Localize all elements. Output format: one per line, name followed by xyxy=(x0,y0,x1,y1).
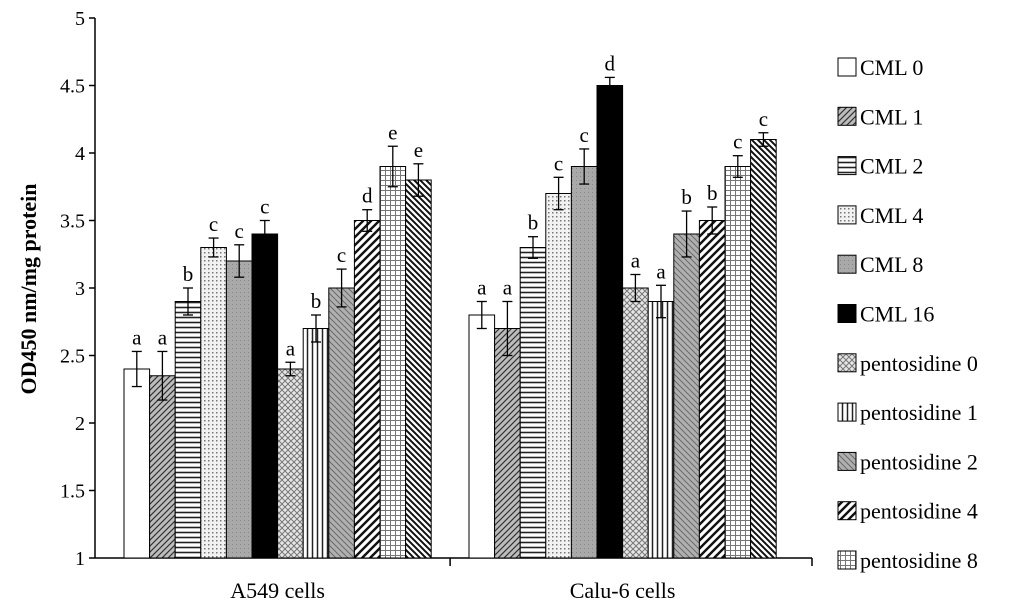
significance-label: e xyxy=(414,138,423,162)
y-tick-label: 4.5 xyxy=(60,76,85,98)
significance-label: a xyxy=(158,325,168,349)
bar xyxy=(123,368,151,559)
bar xyxy=(622,287,649,559)
bar xyxy=(647,301,675,559)
bar xyxy=(468,314,496,559)
y-axis-title: OD450 nm/mg protein xyxy=(16,183,41,394)
legend-swatch xyxy=(837,254,857,274)
bar xyxy=(570,166,598,559)
bar xyxy=(149,375,176,559)
legend: CML 0 CML 1 CML 2 CML 4 CML 8 CML 16 pentosidi… xyxy=(837,55,978,573)
axes: 1 1.5 2 2.5 3 3.5 4 4.5 5 A549 cells Calu-6 cells xyxy=(60,8,813,603)
legend-swatch xyxy=(837,353,857,373)
bar xyxy=(379,166,407,559)
bar xyxy=(545,193,572,559)
significance-label: b xyxy=(681,185,692,209)
significance-label: c xyxy=(337,243,346,267)
bar xyxy=(174,301,202,559)
bar xyxy=(405,179,432,559)
legend-label: pentosidine 0 xyxy=(860,351,978,376)
bar xyxy=(673,233,700,559)
legend-label: CML 16 xyxy=(860,302,934,327)
y-tick-label: 3.5 xyxy=(60,211,85,233)
bar xyxy=(494,328,521,559)
category-label: A549 cells xyxy=(230,578,325,603)
significance-label: a xyxy=(631,249,641,273)
significance-label: d xyxy=(362,184,373,208)
significance-label: b xyxy=(183,262,194,286)
legend-swatch xyxy=(837,550,857,570)
legend-swatch xyxy=(837,106,857,126)
significance-label: a xyxy=(286,336,296,360)
significance-label: b xyxy=(707,181,718,205)
bar xyxy=(724,166,752,559)
y-tick-label: 5 xyxy=(75,8,85,30)
significance-label: c xyxy=(580,123,589,147)
significance-label: a xyxy=(503,276,513,300)
legend-label: pentosidine 1 xyxy=(860,400,978,425)
legend-label: CML 0 xyxy=(860,55,923,80)
y-tick-label: 1.5 xyxy=(60,481,85,503)
legend-label: pentosidine 8 xyxy=(860,548,978,573)
y-tick-label: 1 xyxy=(75,548,85,570)
bar xyxy=(519,247,547,559)
bar xyxy=(698,220,726,559)
legend-swatch xyxy=(837,501,857,521)
legend-label: pentosidine 4 xyxy=(860,499,978,524)
y-tick-label: 2.5 xyxy=(60,346,85,368)
y-tick-label: 2 xyxy=(75,413,85,435)
significance-label: c xyxy=(554,151,563,175)
significance-label: b xyxy=(311,289,322,313)
bar xyxy=(200,247,227,559)
significance-label: b xyxy=(528,211,539,235)
legend-label: CML 2 xyxy=(860,154,923,179)
significance-label: c xyxy=(759,107,768,131)
legend-swatch xyxy=(837,156,857,176)
legend-label: CML 1 xyxy=(860,104,923,129)
bar xyxy=(225,260,253,559)
legend-swatch xyxy=(837,57,857,77)
y-tick-label: 4 xyxy=(75,143,85,165)
significance-label: a xyxy=(656,259,666,283)
bar xyxy=(302,328,330,559)
significance-label: e xyxy=(388,120,397,144)
bar xyxy=(328,287,355,559)
bar xyxy=(750,139,777,559)
bar xyxy=(277,368,304,559)
legend-swatch xyxy=(837,451,857,471)
legend-label: CML 8 xyxy=(860,252,923,277)
bar xyxy=(596,85,624,559)
significance-label: c xyxy=(733,130,742,154)
legend-swatch xyxy=(837,205,857,225)
significance-label: a xyxy=(132,325,142,349)
bar xyxy=(353,220,381,559)
legend-label: pentosidine 2 xyxy=(860,449,978,474)
category-label: Calu-6 cells xyxy=(570,578,676,603)
y-tick-label: 3 xyxy=(75,278,85,300)
significance-label: d xyxy=(605,51,616,75)
legend-swatch xyxy=(837,402,857,422)
bar xyxy=(251,233,279,559)
significance-label: c xyxy=(235,219,244,243)
significance-label: a xyxy=(477,276,487,300)
significance-label: c xyxy=(260,195,269,219)
legend-swatch xyxy=(837,304,857,323)
significance-label: c xyxy=(209,212,218,236)
legend-label: CML 4 xyxy=(860,203,923,228)
